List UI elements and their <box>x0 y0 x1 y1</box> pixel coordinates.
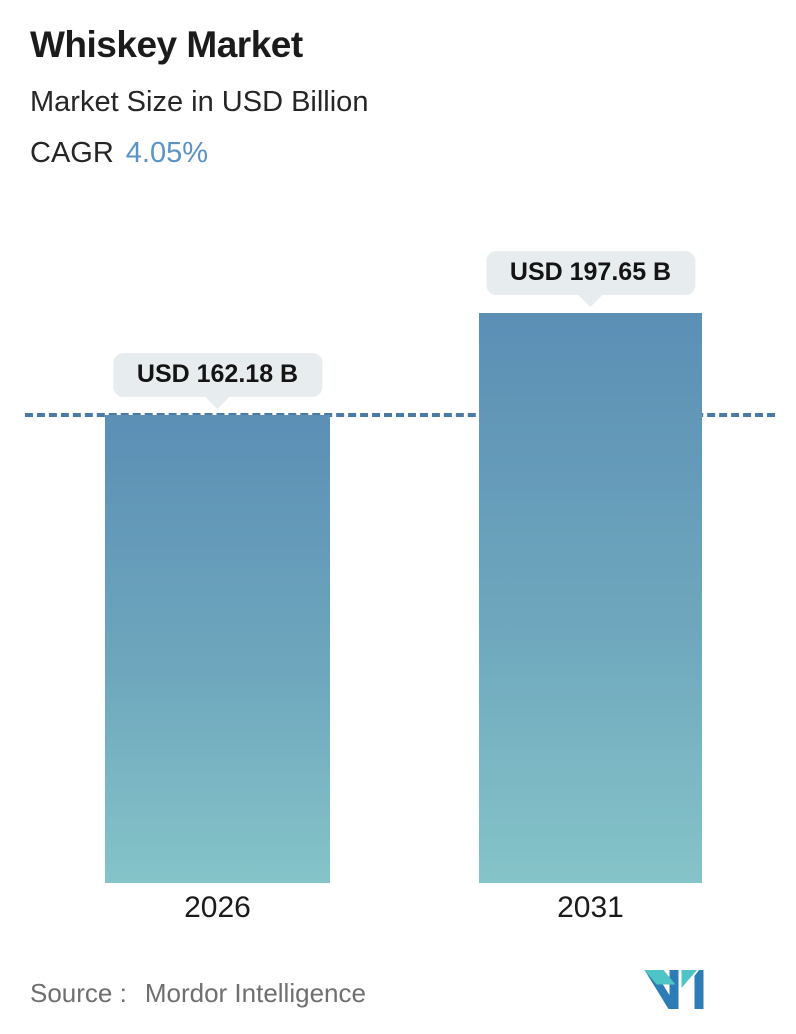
cagr-line: CAGR 4.05% <box>30 137 368 170</box>
value-tooltip-2031: USD 197.65 B <box>485 251 696 307</box>
bar-group-2026: USD 162.18 B 2026 <box>105 353 330 924</box>
value-label-2031: USD 197.65 B <box>509 258 672 286</box>
bar-group-2031: USD 197.65 B 2031 <box>479 251 702 924</box>
source-value: Mordor Intelligence <box>144 978 366 1008</box>
bar-2026 <box>105 415 330 883</box>
page-title: Whiskey Market <box>30 24 303 65</box>
cagr-label: CAGR <box>30 137 114 170</box>
bar-chart: USD 162.18 B 2026 USD 197.65 B 2031 <box>25 251 775 924</box>
bar-2031 <box>479 313 702 883</box>
chart-subtitle: Market Size in USD Billion <box>30 85 369 118</box>
reference-dashed-line <box>25 413 775 417</box>
tooltip-pointer <box>578 295 603 307</box>
source-line: Source : Mordor Intelligence <box>30 978 366 1009</box>
cagr-value: 4.05% <box>125 137 209 170</box>
x-axis-label-2026: 2026 <box>184 891 251 924</box>
mordor-intelligence-logo <box>644 970 704 1009</box>
x-axis-label-2031: 2031 <box>557 891 624 924</box>
tooltip-pointer <box>205 397 230 409</box>
value-label-2026: USD 162.18 B <box>136 360 299 388</box>
value-tooltip-2026: USD 162.18 B <box>112 353 323 409</box>
chart-header: Whiskey Market Market Size in USD Billio… <box>30 24 368 170</box>
source-label: Source : <box>30 978 127 1008</box>
